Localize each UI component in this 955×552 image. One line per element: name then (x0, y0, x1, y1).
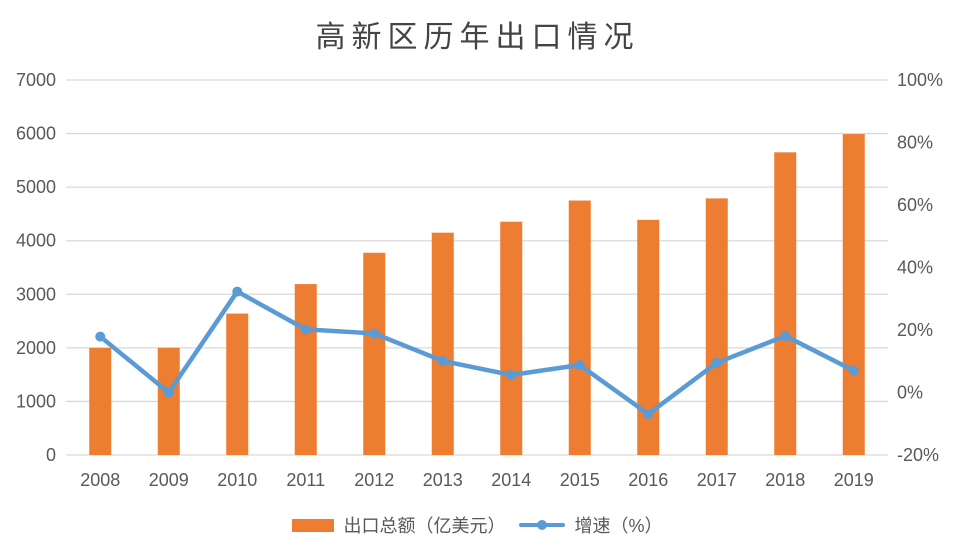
x-axis-tick-label: 2016 (628, 470, 668, 490)
legend-bar-swatch-icon (292, 518, 335, 532)
export-bar[interactable] (568, 200, 591, 455)
x-axis-tick-label: 2009 (149, 470, 189, 490)
y-axis-tick-label: 6000 (16, 124, 56, 144)
export-bar[interactable] (500, 221, 523, 455)
export-bar[interactable] (774, 152, 797, 456)
legend-line-marker-icon (537, 520, 548, 530)
x-axis-tick-label: 2012 (354, 470, 394, 490)
y-axis-tick-label: 1000 (16, 391, 56, 411)
export-bar[interactable] (363, 252, 386, 455)
export-bar[interactable] (157, 347, 180, 455)
x-axis-tick-label: 2014 (491, 470, 531, 490)
growth-line[interactable] (98, 289, 856, 417)
chart-title: 高新区历年出口情况 (315, 20, 640, 55)
y2-axis-tick-label: 60% (897, 195, 933, 215)
growth-line-marker[interactable] (163, 387, 174, 398)
legend-growth-label: 增速（%） (574, 516, 663, 536)
growth-line-marker[interactable] (643, 409, 654, 420)
x-axis-tick-label: 2015 (560, 470, 600, 490)
chart-legend: 出口总额（亿美元） 增速（%） (0, 510, 955, 540)
growth-line-marker[interactable] (574, 360, 585, 370)
export-bar[interactable] (294, 284, 317, 455)
y2-axis-tick-label: 80% (897, 133, 933, 153)
x-axis-tick-label: 2008 (80, 470, 120, 490)
export-bar[interactable] (705, 198, 728, 455)
x-axis-tick-label: 2011 (286, 470, 325, 490)
export-bar[interactable] (637, 219, 660, 455)
growth-line-marker[interactable] (437, 355, 448, 366)
growth-line-marker[interactable] (711, 357, 722, 368)
growth-line-marker[interactable] (232, 286, 243, 297)
growth-line-marker[interactable] (369, 328, 380, 339)
export-bar[interactable] (226, 313, 249, 455)
x-axis-tick-label: 2019 (834, 470, 874, 490)
y2-axis-tick-label: 40% (897, 258, 933, 278)
growth-line-marker[interactable] (506, 370, 517, 380)
x-axis-tick-label: 2018 (765, 470, 805, 490)
growth-line-marker[interactable] (848, 365, 859, 376)
legend-item-growth[interactable]: 增速（%） (519, 512, 663, 538)
y-axis-tick-label: 0 (46, 445, 56, 465)
y-axis-tick-label: 5000 (16, 177, 56, 197)
x-axis-tick-label: 2010 (217, 470, 257, 490)
export-bar[interactable] (89, 347, 112, 455)
growth-line-marker[interactable] (780, 330, 791, 341)
y2-axis-tick-label: 20% (897, 320, 933, 340)
y2-axis-tick-label: 0% (897, 383, 923, 403)
y-axis-tick-label: 4000 (16, 231, 56, 251)
y-axis-tick-label: 3000 (16, 284, 56, 304)
x-axis-tick-label: 2017 (697, 470, 737, 490)
y2-axis-tick-label: -20% (897, 445, 939, 465)
y-axis-tick-label: 7000 (16, 70, 56, 90)
legend-item-exports[interactable]: 出口总额（亿美元） (292, 512, 505, 538)
export-bar[interactable] (431, 232, 454, 455)
y-axis-tick-label: 2000 (16, 338, 56, 358)
export-bar[interactable] (842, 134, 865, 455)
legend-line-swatch-icon (519, 519, 566, 531)
growth-line-marker[interactable] (95, 331, 106, 342)
legend-exports-label: 出口总额（亿美元） (343, 516, 506, 536)
x-axis-tick-label: 2013 (423, 470, 463, 490)
growth-line-marker[interactable] (300, 324, 311, 335)
y2-axis-tick-label: 100% (897, 70, 943, 90)
